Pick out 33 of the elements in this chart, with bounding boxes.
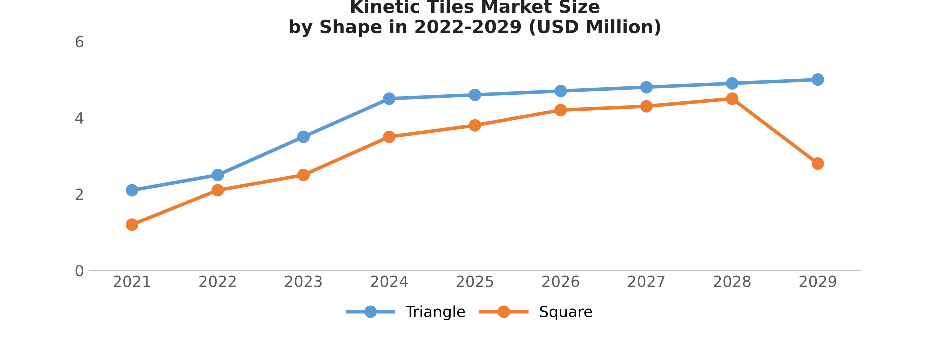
point bbox=[126, 184, 139, 197]
x-tick-label: 2027 bbox=[628, 276, 665, 288]
x-tick-label: 2021 bbox=[114, 276, 150, 288]
y-tick-label: 4 bbox=[76, 112, 84, 124]
point bbox=[297, 168, 310, 182]
point bbox=[297, 130, 310, 144]
point bbox=[468, 88, 482, 102]
point bbox=[126, 218, 139, 232]
y-tick-label: 6 bbox=[76, 36, 84, 48]
y-tick-label: 0 bbox=[76, 265, 84, 277]
x-tick-label: 2022 bbox=[200, 276, 236, 288]
x-tick-label: 2025 bbox=[456, 276, 494, 288]
x-tick-label: 2029 bbox=[800, 276, 837, 288]
point bbox=[468, 119, 482, 132]
point bbox=[726, 77, 739, 90]
point bbox=[812, 74, 824, 86]
point bbox=[640, 81, 653, 94]
point bbox=[554, 104, 568, 117]
point bbox=[640, 100, 653, 113]
x-tick-label: 2026 bbox=[542, 276, 580, 288]
point bbox=[383, 130, 396, 144]
point bbox=[726, 92, 739, 106]
y-tick-label: 2 bbox=[76, 188, 84, 200]
x-tick-label: 2024 bbox=[371, 276, 408, 288]
x-tick-label: 2023 bbox=[285, 276, 322, 288]
point bbox=[554, 85, 568, 98]
point bbox=[812, 158, 824, 170]
x-tick-label: 2028 bbox=[714, 276, 751, 288]
legend-label: Triangle bbox=[406, 306, 466, 320]
point bbox=[212, 168, 224, 182]
point bbox=[212, 184, 224, 197]
point bbox=[383, 92, 396, 106]
legend-label: Square bbox=[540, 306, 592, 320]
